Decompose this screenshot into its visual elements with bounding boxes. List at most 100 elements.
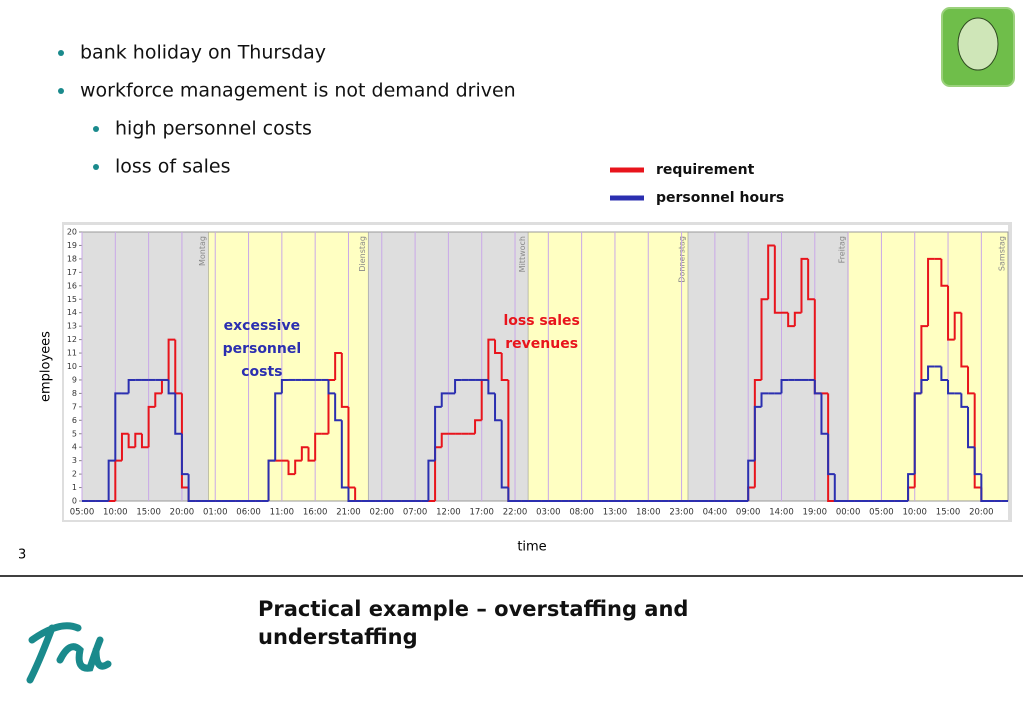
day-band [528,232,689,501]
step-line [434,405,442,461]
bullet-text: workforce management is not demand drive… [80,80,516,102]
step-line [174,393,182,435]
step-line [167,379,176,395]
step-line [947,379,955,395]
x-tick-label: 07:00 [403,508,428,518]
step-line [807,258,815,301]
step-line [940,366,949,381]
step-line [454,378,462,394]
legend-label: requirement [656,162,755,178]
step-line [760,392,769,407]
x-tick-label: 22:00 [503,508,528,518]
step-line [487,379,496,395]
step-line [334,393,342,422]
annotation: costs [241,364,282,380]
step-line [287,460,296,476]
y-tick-label: 17 [67,268,77,277]
x-tick-label: 05:00 [70,508,95,518]
bullet-dot [58,88,64,94]
step-line [827,393,835,502]
day-label: Donnerstag [678,236,687,283]
annotation: excessive [224,318,300,334]
y-axis-label: employees [39,331,54,402]
step-line [953,311,962,340]
step-line [967,366,975,395]
step-line [340,420,349,489]
annotation: loss sales [503,313,579,329]
y-tick-label: 4 [72,443,77,452]
day-label: Mittwoch [518,236,527,272]
step-line [167,338,176,380]
day-label: Samstag [998,236,1007,271]
x-tick-label: 03:00 [536,508,561,518]
step-line [907,473,915,501]
step-line [474,419,482,434]
step-line [267,459,276,501]
x-tick-label: 15:00 [136,508,161,518]
bullet-dot [93,164,99,170]
step-line [280,378,289,394]
step-line [180,433,189,476]
step-line [960,393,969,408]
step-line [327,379,336,395]
y-tick-label: 1 [72,483,77,492]
university-logo [26,622,112,684]
step-line [314,432,322,461]
legend-label: personnel hours [656,190,784,206]
slide-title: understaffing [258,625,418,649]
step-line [827,433,835,476]
step-line [427,459,436,501]
bullet-text: high personnel costs [115,118,312,140]
step-line [967,406,975,449]
y-tick-label: 15 [67,295,77,304]
step-line [440,432,449,448]
y-tick-label: 7 [72,402,77,411]
x-tick-label: 21:00 [336,508,361,518]
step-line [813,379,822,395]
step-line [820,393,829,435]
annotation: revenues [505,336,578,352]
y-tick-label: 3 [72,456,77,465]
x-tick-label: 19:00 [803,508,828,518]
x-tick-label: 23:00 [669,508,694,518]
x-tick-label: 20:00 [170,508,195,518]
step-line [140,433,149,449]
step-line [440,392,449,407]
x-axis-label: time [517,540,546,555]
step-line [494,393,502,422]
step-line [127,378,136,394]
step-line [920,325,929,394]
x-tick-label: 00:00 [836,508,861,518]
step-line [747,459,755,501]
y-tick-label: 5 [72,429,77,438]
slide-title: Practical example – overstaffing and [258,597,688,621]
day-label: Dienstag [358,236,367,272]
x-tick-label: 08:00 [569,508,594,518]
step-line [147,405,156,448]
x-tick-label: 11:00 [270,508,295,518]
y-tick-label: 16 [67,281,77,290]
x-tick-label: 14:00 [769,508,794,518]
x-tick-label: 13:00 [603,508,628,518]
bullet-text: loss of sales [115,156,231,178]
x-tick-label: 02:00 [370,508,395,518]
day-label: Montag [198,236,207,266]
step-line [500,353,509,381]
y-tick-label: 12 [67,335,77,344]
step-line [960,312,969,368]
step-line [920,378,929,394]
y-tick-label: 8 [72,389,77,398]
step-line [134,432,142,448]
x-tick-label: 01:00 [203,508,228,518]
step-line [753,405,762,461]
step-line [800,257,809,313]
step-line [487,338,496,380]
step-line [180,393,189,489]
bullet-text: bank holiday on Thursday [80,42,326,64]
annotation: personnel [223,341,302,357]
page-number: 3 [18,548,26,563]
step-line [127,433,136,449]
step-line [294,459,302,475]
step-line [274,392,282,461]
step-line [120,432,129,461]
